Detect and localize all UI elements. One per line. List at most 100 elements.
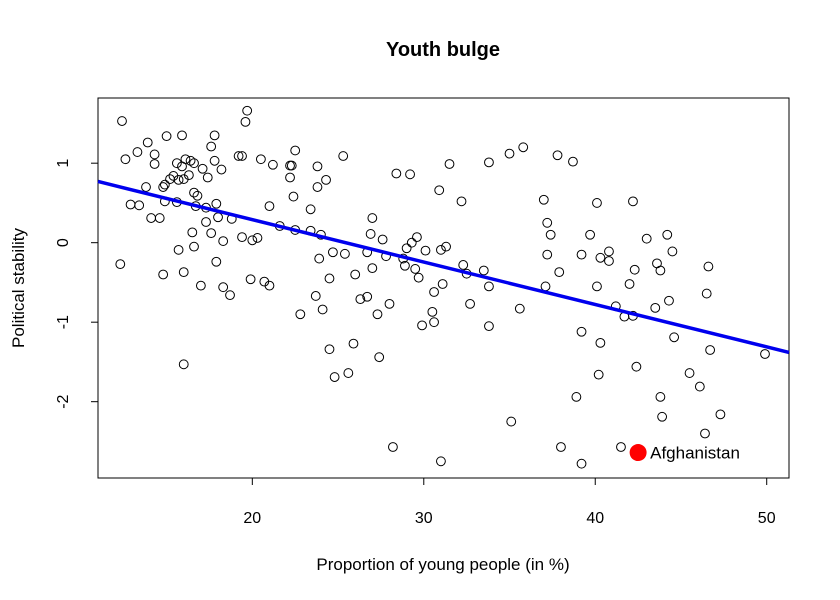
data-point bbox=[760, 349, 770, 359]
data-point bbox=[177, 130, 187, 141]
data-point bbox=[132, 147, 143, 157]
data-point bbox=[367, 213, 378, 223]
data-point bbox=[192, 190, 203, 201]
data-point bbox=[417, 320, 427, 331]
data-point bbox=[413, 272, 424, 283]
data-point bbox=[629, 264, 640, 275]
data-point bbox=[329, 372, 340, 382]
data-point bbox=[312, 182, 323, 192]
data-point bbox=[400, 260, 410, 271]
data-point bbox=[255, 154, 266, 165]
data-point bbox=[264, 201, 275, 212]
data-point bbox=[314, 253, 325, 264]
data-point bbox=[436, 456, 446, 467]
data-point bbox=[209, 130, 220, 141]
data-point bbox=[324, 344, 335, 355]
data-point bbox=[504, 148, 515, 159]
data-point bbox=[554, 267, 565, 278]
x-tick-label: 50 bbox=[758, 510, 776, 527]
data-point bbox=[388, 442, 398, 452]
data-point bbox=[667, 246, 678, 257]
y-tick-label: 0 bbox=[55, 238, 72, 247]
data-point bbox=[576, 458, 587, 469]
data-point bbox=[161, 131, 172, 142]
data-point bbox=[604, 246, 614, 257]
data-point bbox=[178, 267, 189, 278]
data-point bbox=[592, 281, 602, 292]
data-point bbox=[285, 172, 295, 183]
data-point bbox=[264, 280, 275, 291]
data-point bbox=[585, 229, 596, 240]
y-axis: -2 -1 0 1 bbox=[55, 159, 98, 409]
data-point bbox=[576, 326, 587, 337]
data-point bbox=[641, 233, 652, 244]
data-point bbox=[125, 199, 136, 210]
data-point bbox=[410, 264, 421, 274]
data-point bbox=[427, 306, 438, 317]
data-point bbox=[245, 274, 256, 285]
x-axis-label: Proportion of young people (in %) bbox=[316, 555, 569, 574]
data-point bbox=[664, 295, 674, 306]
data-point bbox=[545, 229, 556, 240]
y-axis-label: Political stability bbox=[9, 228, 28, 348]
data-point bbox=[216, 164, 227, 175]
data-point bbox=[655, 392, 666, 402]
data-point bbox=[705, 345, 716, 355]
data-point bbox=[484, 321, 494, 332]
highlight-label: Afghanistan bbox=[650, 444, 740, 463]
data-point bbox=[211, 198, 222, 209]
data-point bbox=[233, 151, 244, 161]
x-tick-label: 20 bbox=[243, 510, 261, 527]
data-point bbox=[478, 265, 489, 276]
data-point bbox=[348, 338, 359, 349]
data-point bbox=[377, 234, 388, 245]
data-point bbox=[595, 252, 606, 263]
data-point bbox=[429, 287, 439, 297]
data-point bbox=[703, 261, 714, 272]
data-point bbox=[173, 244, 184, 255]
data-point bbox=[350, 269, 361, 280]
data-point bbox=[542, 217, 553, 228]
data-point bbox=[141, 182, 151, 192]
data-point bbox=[506, 416, 517, 427]
data-point bbox=[288, 191, 299, 202]
data-point bbox=[324, 273, 335, 284]
data-point bbox=[624, 279, 635, 289]
data-point bbox=[159, 179, 170, 190]
data-point bbox=[178, 359, 189, 370]
data-point bbox=[542, 249, 553, 260]
data-point bbox=[180, 154, 191, 165]
data-point bbox=[312, 161, 323, 172]
data-point bbox=[142, 137, 153, 148]
data-point bbox=[154, 213, 165, 223]
highlight-point bbox=[629, 444, 647, 462]
data-point bbox=[252, 233, 263, 243]
data-point bbox=[218, 236, 229, 246]
data-point bbox=[158, 182, 169, 192]
data-point bbox=[209, 155, 220, 166]
highlight-group: Afghanistan bbox=[629, 444, 740, 463]
data-point bbox=[374, 352, 385, 363]
data-point bbox=[657, 411, 668, 422]
data-point bbox=[305, 204, 316, 215]
data-point bbox=[465, 298, 475, 309]
data-point bbox=[384, 298, 395, 309]
data-point bbox=[295, 309, 306, 320]
data-point bbox=[321, 174, 331, 185]
data-point bbox=[290, 145, 301, 156]
data-point bbox=[202, 172, 213, 183]
x-tick-label: 40 bbox=[586, 510, 604, 527]
x-tick-label: 30 bbox=[415, 510, 433, 527]
data-point bbox=[604, 256, 614, 266]
data-point bbox=[628, 196, 638, 207]
data-point bbox=[189, 241, 199, 252]
data-point bbox=[158, 269, 169, 280]
y-tick-label: -2 bbox=[55, 394, 72, 408]
data-point bbox=[684, 368, 695, 378]
data-point bbox=[444, 159, 455, 169]
data-point bbox=[700, 428, 710, 439]
data-point bbox=[149, 149, 160, 160]
data-point bbox=[171, 158, 182, 169]
plot-area-frame bbox=[97, 97, 790, 479]
data-point bbox=[187, 227, 198, 238]
